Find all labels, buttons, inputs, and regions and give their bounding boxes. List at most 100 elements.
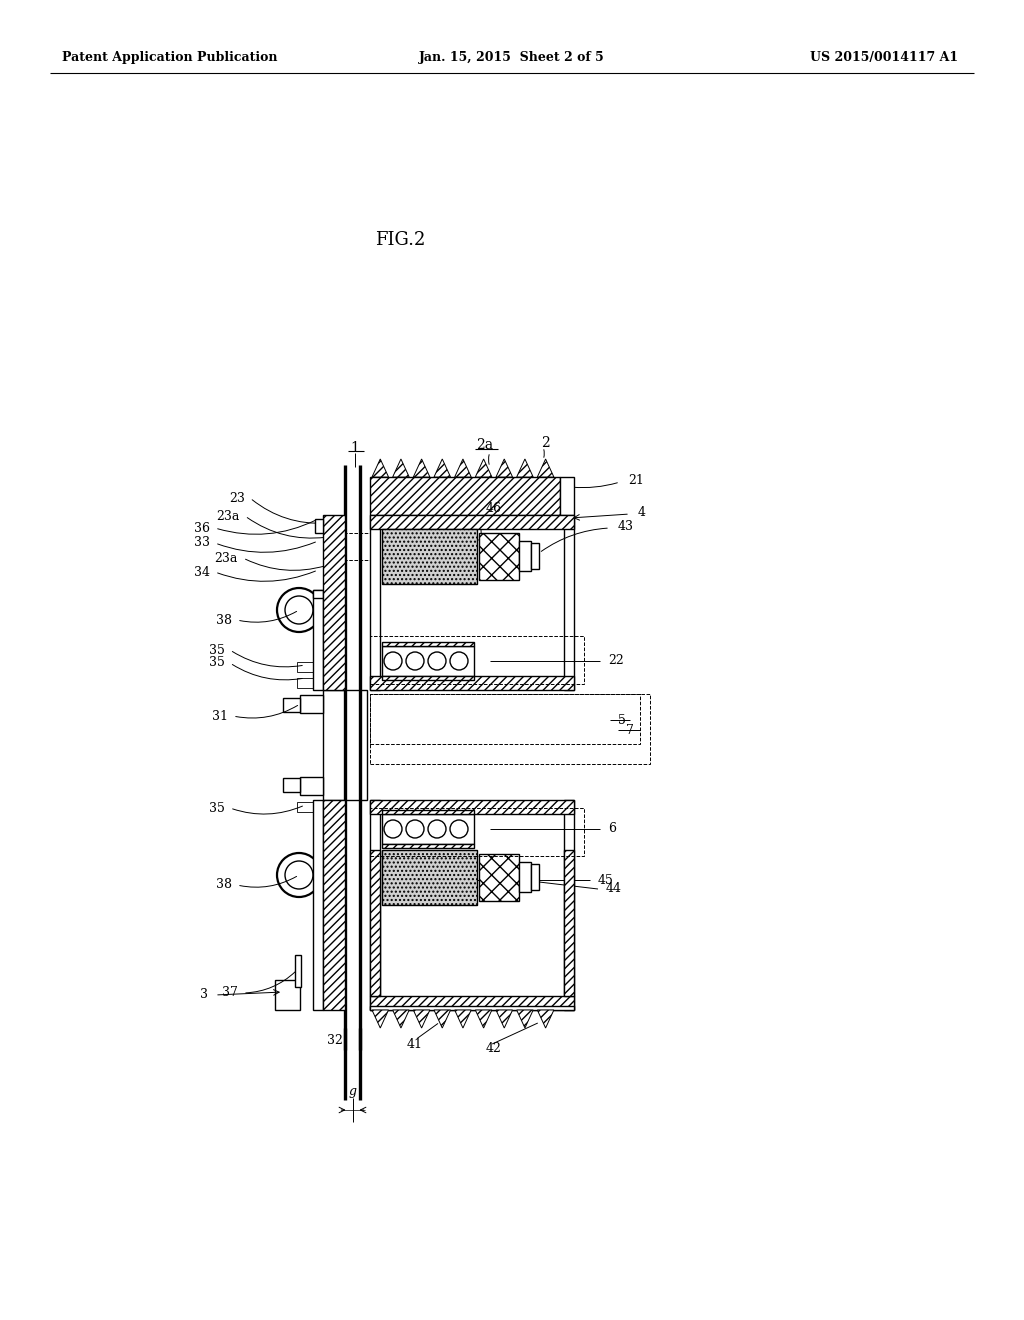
Text: 42: 42	[486, 1041, 502, 1055]
Text: 46: 46	[486, 502, 502, 515]
Polygon shape	[517, 459, 534, 477]
Bar	[382, 850, 477, 906]
Bar	[564, 800, 574, 1010]
Bar	[370, 850, 380, 997]
Text: 6: 6	[608, 822, 616, 836]
Bar	[382, 850, 477, 906]
Bar	[300, 777, 323, 795]
Bar	[370, 694, 650, 764]
Polygon shape	[455, 459, 471, 477]
Polygon shape	[538, 1010, 554, 1028]
Bar	[313, 800, 323, 1010]
Bar	[531, 543, 539, 569]
Text: g: g	[348, 1085, 356, 1098]
Circle shape	[384, 652, 402, 671]
Text: 38: 38	[216, 614, 232, 627]
Polygon shape	[372, 459, 388, 477]
Text: US 2015/0014117 A1: US 2015/0014117 A1	[810, 51, 958, 65]
Bar	[531, 865, 539, 890]
Bar	[382, 529, 477, 583]
Bar	[382, 645, 474, 676]
Bar	[295, 954, 301, 987]
Bar	[300, 696, 323, 713]
Bar	[283, 777, 300, 792]
Text: 23: 23	[229, 491, 245, 504]
Text: 32: 32	[327, 1034, 343, 1047]
Bar	[564, 515, 574, 690]
Bar	[370, 1006, 574, 1010]
Text: 3: 3	[200, 989, 208, 1002]
Polygon shape	[496, 1010, 513, 1028]
Text: 36: 36	[194, 521, 210, 535]
Text: 44: 44	[606, 883, 622, 895]
Polygon shape	[392, 459, 410, 477]
Circle shape	[406, 652, 424, 671]
Bar	[370, 515, 380, 690]
Text: 35: 35	[209, 656, 225, 669]
Circle shape	[406, 820, 424, 838]
Bar	[297, 803, 327, 812]
Text: 38: 38	[216, 879, 232, 891]
Polygon shape	[455, 1010, 471, 1028]
Text: 41: 41	[407, 1039, 423, 1052]
Bar	[370, 515, 574, 529]
Bar	[370, 808, 584, 855]
Bar	[370, 694, 640, 744]
Bar	[382, 810, 474, 814]
Bar	[275, 979, 300, 1010]
Bar	[382, 676, 474, 680]
Text: 34: 34	[194, 565, 210, 578]
Bar	[519, 541, 531, 572]
Polygon shape	[414, 459, 430, 477]
Polygon shape	[434, 459, 451, 477]
Text: 23a: 23a	[215, 552, 238, 565]
Text: 2: 2	[541, 436, 549, 450]
Circle shape	[450, 652, 468, 671]
Text: Patent Application Publication: Patent Application Publication	[62, 51, 278, 65]
Bar	[560, 477, 574, 515]
Bar	[297, 663, 327, 672]
Bar	[323, 800, 345, 1010]
Text: 45: 45	[598, 874, 613, 887]
Bar	[382, 529, 477, 583]
Bar	[564, 850, 574, 997]
Circle shape	[428, 820, 446, 838]
Text: 5: 5	[618, 714, 626, 726]
Polygon shape	[434, 1010, 451, 1028]
Bar	[313, 590, 323, 598]
Bar	[370, 800, 574, 814]
Circle shape	[285, 861, 313, 888]
Bar	[382, 642, 474, 645]
Bar	[283, 698, 300, 711]
Text: 22: 22	[608, 655, 624, 668]
Polygon shape	[496, 459, 513, 477]
Bar	[323, 515, 345, 690]
Bar	[479, 854, 519, 902]
Bar	[479, 533, 519, 579]
Bar	[370, 997, 574, 1010]
Text: 35: 35	[209, 801, 225, 814]
Text: 31: 31	[212, 710, 228, 722]
Circle shape	[450, 820, 468, 838]
Polygon shape	[414, 1010, 430, 1028]
Polygon shape	[372, 1010, 388, 1028]
Bar	[370, 636, 584, 684]
Polygon shape	[475, 459, 492, 477]
Bar	[382, 814, 474, 843]
Text: 2a: 2a	[476, 438, 494, 451]
Circle shape	[285, 597, 313, 624]
Bar	[370, 477, 560, 515]
Text: 1: 1	[350, 441, 359, 455]
Text: 21: 21	[628, 474, 644, 487]
Polygon shape	[538, 459, 554, 477]
Circle shape	[384, 820, 402, 838]
Bar	[370, 800, 380, 1010]
Bar	[370, 676, 574, 690]
Bar	[313, 590, 323, 690]
Bar	[297, 678, 327, 688]
Bar	[519, 862, 531, 892]
Circle shape	[428, 652, 446, 671]
Text: 37: 37	[222, 986, 238, 999]
Bar	[323, 690, 367, 800]
Text: 43: 43	[618, 520, 634, 532]
